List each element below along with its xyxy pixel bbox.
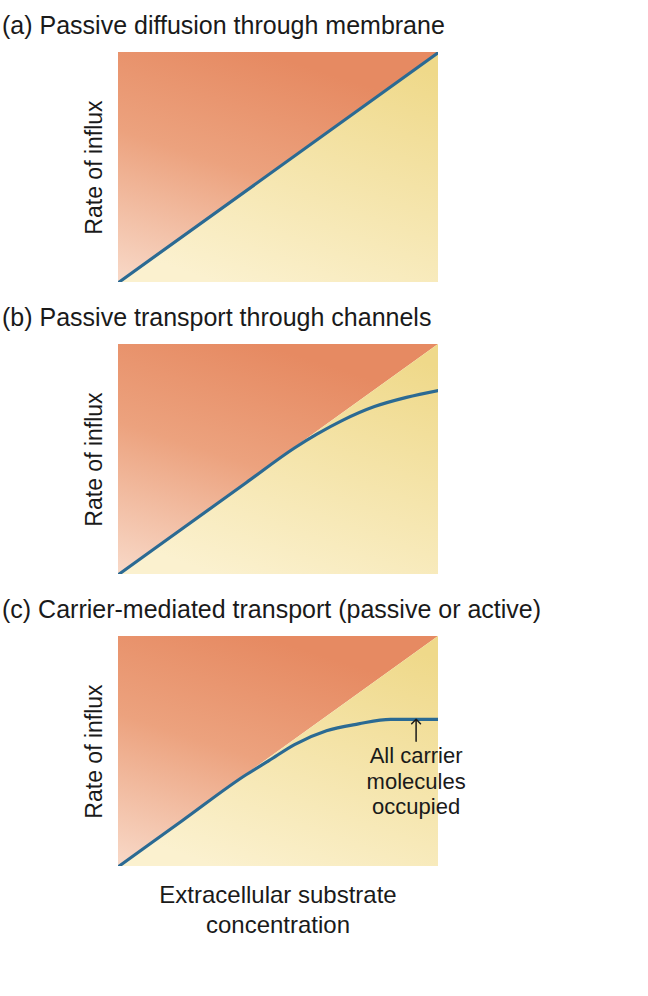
html-text:(a) Passive diffusion through: (a) Passive diffusion through membrane [2,11,445,39]
svg-text:Rate of influx: Rate of influx [81,684,107,819]
html-text:(c) Carrier-mediated transport: (c) Carrier-mediated transport (passive … [2,595,542,623]
svg-text:Rate of influx: Rate of influx [81,100,107,235]
svg-text:Rate of influx: Rate of influx [81,392,107,527]
svg-text:All carriermoleculesoccupied: All carriermoleculesoccupied [367,743,466,819]
html-text:(b) Passive transport through: (b) Passive transport through channels [2,303,432,331]
html-text:Extracellular substrate concen: Extracellular substrate concentration [159,881,397,938]
